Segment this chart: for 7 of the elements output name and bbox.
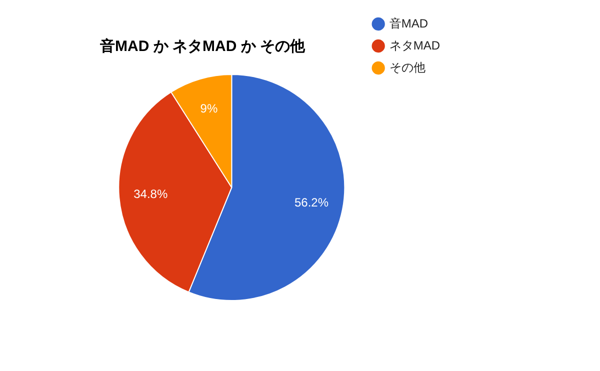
legend-label: 音MAD xyxy=(389,16,428,30)
legend-label: その他 xyxy=(389,60,426,74)
data-label: 34.8% xyxy=(134,186,168,201)
data-label: 56.2% xyxy=(294,196,329,210)
data-label: 9% xyxy=(200,102,218,116)
text: 音MAD か ネタMAD か その他 xyxy=(99,37,306,56)
legend-label: ネタMAD xyxy=(389,38,440,52)
